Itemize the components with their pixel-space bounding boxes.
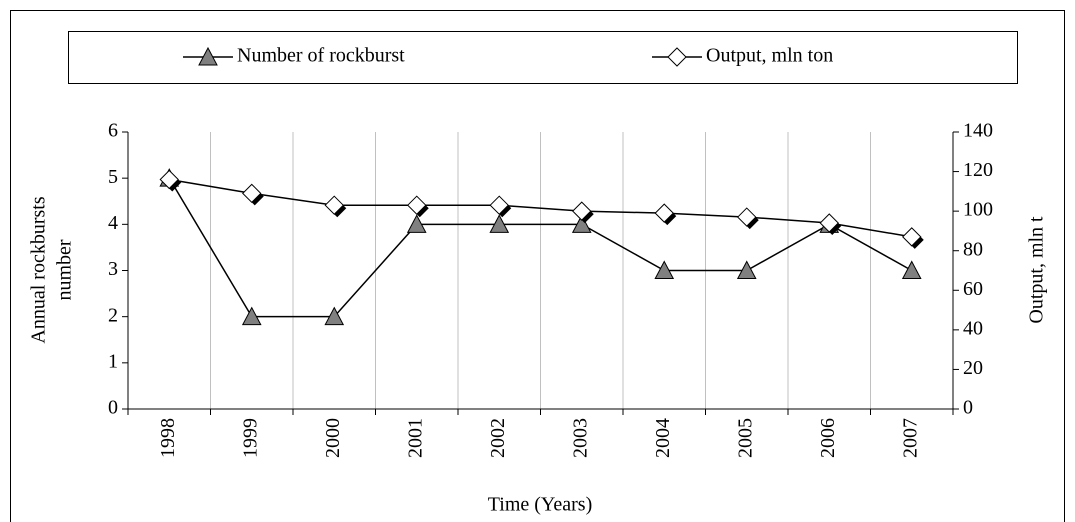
point bbox=[324, 195, 344, 215]
x-tick-label: 2005 bbox=[734, 418, 756, 458]
y-tick-label: 4 bbox=[108, 212, 118, 234]
x-tick-label: 1999 bbox=[239, 418, 261, 458]
x-tick-label: 2003 bbox=[569, 418, 591, 458]
y-tick-label: 6 bbox=[108, 120, 118, 142]
point bbox=[489, 195, 509, 215]
point bbox=[736, 260, 757, 279]
point bbox=[902, 227, 922, 247]
y2-tick-label: 20 bbox=[963, 357, 983, 379]
point bbox=[324, 306, 345, 326]
x-tick-label: 2007 bbox=[899, 418, 921, 458]
y-tick-label: 2 bbox=[108, 304, 118, 326]
point bbox=[242, 183, 262, 204]
y2-tick-label: 60 bbox=[963, 278, 983, 300]
x-tick-label: 2000 bbox=[322, 418, 344, 458]
x-tick-label: 1998 bbox=[157, 418, 179, 458]
x-tick-label: 2004 bbox=[652, 418, 674, 458]
chart-border bbox=[10, 10, 1065, 522]
y2-tick-label: 140 bbox=[963, 120, 993, 142]
point bbox=[159, 169, 179, 190]
y-tick-label: 5 bbox=[108, 166, 118, 188]
y2-tick-label: 80 bbox=[963, 238, 983, 260]
point bbox=[571, 214, 592, 233]
point bbox=[654, 260, 675, 279]
series-line bbox=[169, 178, 912, 238]
point bbox=[901, 260, 922, 279]
point bbox=[654, 203, 674, 223]
y2-tick-label: 100 bbox=[963, 199, 993, 221]
y2-tick-label: 120 bbox=[963, 159, 993, 181]
x-tick-label: 2002 bbox=[487, 418, 509, 458]
point bbox=[406, 214, 427, 233]
point bbox=[407, 195, 427, 215]
y2-tick-label: 40 bbox=[963, 317, 983, 339]
y-tick-label: 1 bbox=[108, 350, 118, 372]
legend-label: Output, mln ton bbox=[706, 45, 833, 67]
y-tick-label: 3 bbox=[108, 258, 118, 280]
point bbox=[819, 213, 839, 233]
x-tick-label: 2006 bbox=[817, 418, 839, 458]
point bbox=[489, 214, 510, 233]
y-axis-title: Annual rockbursts bbox=[28, 196, 50, 343]
y2-axis-title: Output, mln t bbox=[1026, 216, 1048, 324]
legend-label: Number of rockburst bbox=[237, 45, 405, 67]
y-tick-label: 0 bbox=[108, 397, 118, 419]
legend-marker bbox=[667, 47, 687, 67]
point bbox=[572, 201, 592, 221]
point bbox=[737, 207, 757, 227]
y-axis-title: number bbox=[54, 239, 76, 300]
y2-tick-label: 0 bbox=[963, 397, 973, 419]
point bbox=[241, 306, 262, 326]
legend-marker bbox=[198, 46, 218, 66]
x-axis-title: Time (Years) bbox=[488, 494, 592, 516]
series-line bbox=[168, 177, 913, 318]
x-tick-label: 2001 bbox=[404, 418, 426, 458]
